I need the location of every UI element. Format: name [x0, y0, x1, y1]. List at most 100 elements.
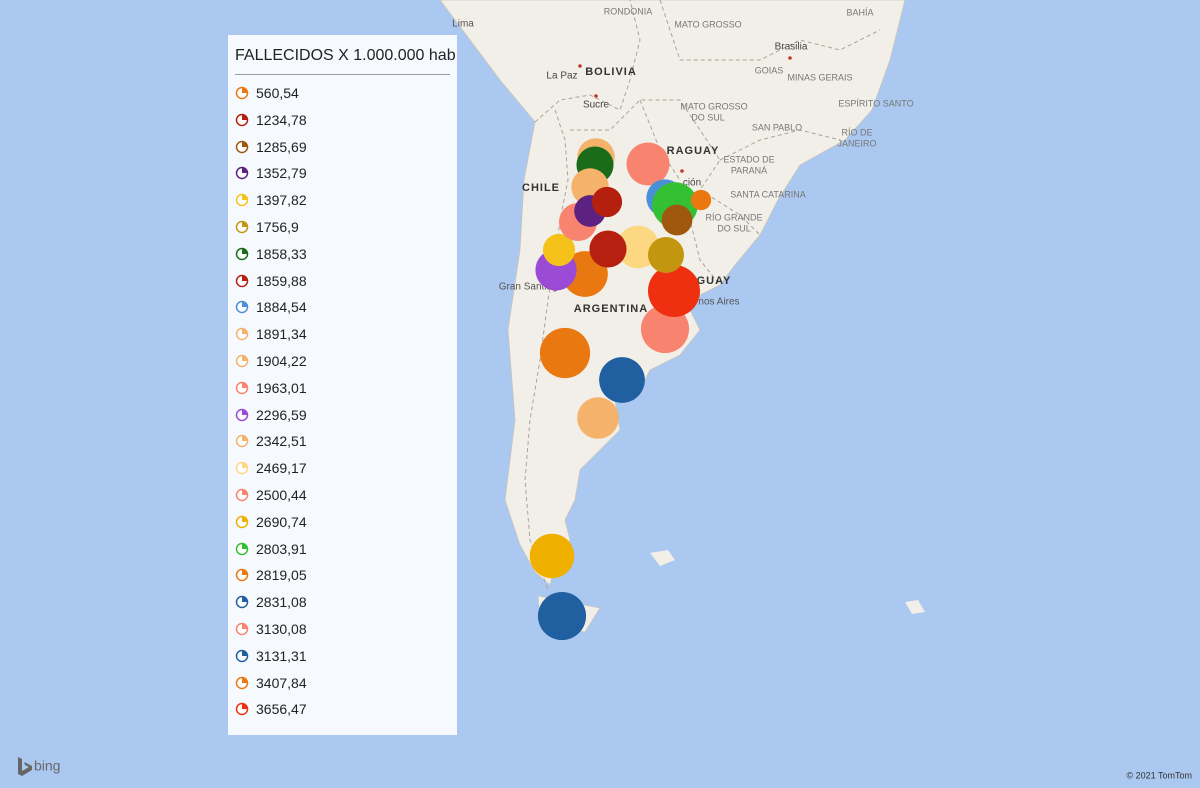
legend-swatch — [235, 220, 249, 234]
map-label: SAN PABLO — [752, 122, 802, 132]
map-label: GOIAS — [755, 65, 784, 75]
map-label: Sucre — [583, 100, 610, 111]
legend-label: 2296,59 — [256, 406, 307, 423]
swatch-wedge — [242, 221, 248, 227]
city-dot — [788, 56, 792, 60]
map-label: JANEIRO — [837, 138, 876, 148]
map-label: GUAY — [697, 275, 732, 287]
map-label: RÍO GRANDE — [705, 212, 762, 222]
legend-item: 2690,74 — [235, 512, 307, 532]
swatch-wedge — [242, 409, 248, 415]
swatch-wedge — [242, 328, 248, 335]
swatch-wedge — [242, 114, 248, 120]
legend-item: 3656,47 — [235, 699, 307, 719]
legend-label: 2690,74 — [256, 513, 307, 530]
legend-item: 1352,79 — [235, 163, 307, 183]
map-label: ción — [683, 178, 701, 189]
legend-label: 2803,91 — [256, 540, 307, 557]
island — [905, 600, 925, 614]
map-label: DO SUL — [691, 112, 725, 122]
map-label: Gran Santiago — [499, 282, 564, 293]
bubble — [647, 264, 701, 318]
legend-item: 1884,54 — [235, 297, 307, 317]
legend-swatch — [235, 274, 249, 287]
island — [650, 550, 675, 566]
legend-label: 560,54 — [256, 85, 299, 101]
legend-label: 1285,69 — [256, 138, 307, 155]
swatch-wedge — [242, 435, 248, 442]
legend-item: 1904,22 — [235, 351, 307, 371]
city-dot — [578, 64, 582, 68]
legend-swatch — [235, 327, 249, 341]
legend-item: 1756,9 — [235, 217, 299, 237]
legend-item: 3131,31 — [235, 646, 307, 666]
city-dot — [594, 94, 598, 98]
map-label: MATO GROSSO — [680, 101, 747, 111]
swatch-wedge — [242, 167, 248, 174]
legend-label: 1891,34 — [256, 326, 307, 343]
legend-swatch — [235, 703, 249, 716]
swatch-wedge — [242, 650, 248, 656]
legend-label: 3407,84 — [256, 674, 307, 691]
legend-label: 1884,54 — [256, 299, 307, 316]
swatch-wedge — [242, 516, 248, 522]
bubble — [647, 236, 685, 274]
legend-swatch — [235, 542, 249, 555]
legend-swatch — [235, 167, 249, 180]
swatch-wedge — [242, 462, 248, 469]
bubble — [599, 357, 645, 403]
legend-label: 2819,05 — [256, 567, 307, 584]
swatch-wedge — [242, 248, 248, 254]
swatch-wedge — [242, 355, 248, 361]
map-label: DO SUL — [717, 223, 751, 233]
map-label: Lima — [452, 19, 474, 30]
legend-label: 2500,44 — [256, 487, 307, 503]
legend-swatch — [235, 515, 249, 529]
swatch-wedge — [242, 489, 248, 495]
legend-label: 2342,51 — [256, 433, 307, 450]
bing-logo: bing — [34, 758, 60, 774]
map-label: La Paz — [546, 71, 577, 82]
legend-swatch — [235, 140, 249, 153]
map-label: ESPÍRITO SANTO — [838, 98, 913, 108]
bubble — [591, 186, 623, 218]
legend: FALLECIDOS X 1.000.000 hab 560,54 1234,78… — [228, 35, 457, 735]
map-label: SANTA CATARINA — [730, 189, 806, 199]
swatch-wedge — [242, 141, 248, 147]
footer: bing © 2021 TomTom — [18, 757, 1192, 780]
legend-swatch — [235, 676, 249, 689]
bubble — [529, 533, 575, 579]
legend-swatch — [235, 622, 249, 636]
legend-item: 2819,05 — [235, 565, 307, 585]
bubble — [542, 233, 576, 267]
bubble — [537, 591, 587, 641]
bubble — [690, 189, 712, 211]
legend-swatch — [235, 354, 249, 368]
bubbles — [529, 138, 712, 641]
legend-swatch — [235, 247, 249, 261]
map-label: MATO GROSSO — [674, 19, 741, 29]
legend-label: 2469,17 — [256, 460, 307, 477]
legend-item: 2342,51 — [235, 431, 307, 451]
bubble — [626, 142, 670, 186]
borders — [524, 0, 881, 591]
legend-title: FALLECIDOS X 1.000.000 hab — [235, 47, 456, 64]
map-label: Brasilia — [775, 42, 808, 53]
legend-swatch — [235, 193, 249, 207]
swatch-wedge — [242, 87, 248, 93]
swatch-wedge — [242, 543, 248, 549]
legend-item: 3407,84 — [235, 673, 307, 693]
legend-swatch — [235, 649, 249, 663]
map-label: RÍO DE — [841, 127, 872, 137]
legend-label: 1858,33 — [256, 245, 307, 262]
legend-swatch — [235, 381, 249, 395]
map-label: MINAS GERAIS — [787, 72, 852, 82]
legend-item: 2296,59 — [235, 405, 307, 425]
legend-item: 1859,88 — [235, 271, 307, 291]
legend-item: 1234,78 — [235, 110, 307, 130]
map-label: ESTADO DE — [723, 154, 774, 164]
swatch-wedge — [242, 382, 248, 388]
swatch-wedge — [242, 677, 248, 683]
copyright: © 2021 TomTom — [1127, 770, 1193, 780]
